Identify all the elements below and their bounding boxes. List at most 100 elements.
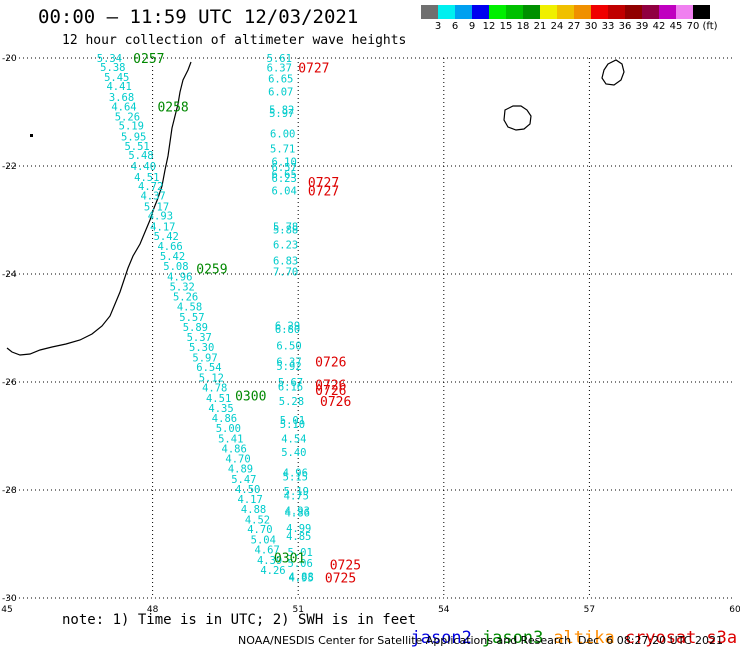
swh-value: 5.12 [199, 373, 224, 385]
swh-value: 5.78 [273, 221, 298, 233]
swh-value: 4.41 [106, 81, 131, 93]
swh-value: 5.10 [280, 419, 305, 431]
color-swatch [472, 5, 489, 19]
color-swatch [557, 5, 574, 19]
y-tick-label: -26 [2, 378, 17, 388]
swh-value: 6.29 [275, 320, 300, 332]
swh-value: 5.42 [160, 251, 185, 263]
color-scale-label: 39 [635, 21, 649, 32]
swh-value: 4.70 [225, 454, 250, 466]
swh-value: 5.97 [269, 108, 294, 120]
swh-value: 6.07 [268, 86, 293, 98]
pass-time-label: 0725 [330, 559, 361, 574]
swh-value: 5.41 [218, 434, 243, 446]
color-scale-label: 30 [584, 21, 598, 32]
pass-time-labels: 0257025802590300030107270727072707260726… [133, 52, 361, 586]
legend-altika: altika [553, 628, 615, 648]
swh-value: 4.70 [247, 524, 272, 536]
x-tick-label: 48 [147, 605, 159, 615]
axis-tick-labels: 45 48 51 54 57 60 -20 -22 -24 -26 -28 -30 [1, 54, 740, 615]
swh-value: 5.97 [192, 353, 217, 365]
swh-value: 6.37 [267, 63, 292, 75]
color-scale-label: 42 [652, 21, 666, 32]
color-swatch [574, 5, 591, 19]
swh-value: 5.38 [100, 62, 125, 74]
color-scale-label: (ft) [702, 21, 718, 32]
swh-value: 5.82 [269, 104, 294, 116]
color-scale-label: 12 [482, 21, 496, 32]
swh-value: 6.57 [272, 162, 297, 174]
madagascar-coastline [6, 61, 192, 356]
y-tick-label: -20 [2, 54, 17, 64]
color-scale-label: 15 [499, 21, 513, 32]
color-swatch [455, 5, 472, 19]
swh-value: 5.37 [187, 332, 212, 344]
swh-value: 4.86 [212, 413, 237, 425]
color-swatch [438, 5, 455, 19]
swh-value: 4.96 [283, 468, 308, 480]
swh-value: 6.83 [273, 256, 298, 268]
mauritius-island [601, 59, 625, 86]
swh-value: 6.00 [270, 129, 295, 141]
page-subtitle: 12 hour collection of altimeter wave hei… [62, 33, 407, 48]
color-scale-label: 24 [550, 21, 564, 32]
swh-value: 4.54 [281, 434, 306, 446]
swh-value: 4.88 [288, 571, 313, 583]
swh-value: 5.26 [173, 292, 198, 304]
swh-value: 5.42 [154, 231, 179, 243]
color-swatch [540, 5, 557, 19]
swh-value: 4.86 [222, 443, 247, 455]
wave-height-values: 5.345.385.454.413.684.645.265.195.955.51… [97, 53, 314, 584]
satellite-legend: jason2 jason3 altika cryosat s3a [390, 608, 740, 648]
color-swatch [642, 5, 659, 19]
pass-time-label: 0726 [315, 355, 346, 370]
swh-value: 5.28 [279, 396, 304, 408]
swh-value: 4.88 [241, 504, 266, 516]
swh-value: 4.26 [260, 565, 285, 577]
swh-value: 4.35 [208, 403, 233, 415]
pass-time-label: 0300 [235, 390, 266, 405]
swh-value: 4.93 [285, 506, 310, 518]
reunion-island [503, 105, 532, 131]
swh-value: 4.95 [288, 572, 313, 584]
swh-value: 6.80 [275, 324, 300, 336]
color-swatch [489, 5, 506, 19]
pass-time-label: 0258 [157, 101, 188, 116]
swh-value: 4.86 [285, 508, 310, 520]
swh-value: 4.39 [257, 555, 282, 567]
color-scale-label: 27 [567, 21, 581, 32]
swh-value: 4.67 [255, 544, 280, 556]
pass-time-label: 0725 [325, 571, 356, 586]
swh-value: 6.16 [278, 381, 303, 393]
color-swatch [591, 5, 608, 19]
swh-value: 5.00 [216, 423, 241, 435]
swh-value: 5.51 [124, 141, 149, 153]
swh-value: 6.23 [272, 173, 297, 185]
swh-value: 5.57 [179, 312, 204, 324]
color-scale-label: 6 [451, 21, 459, 32]
legend-jason2: jason2 [410, 628, 472, 648]
color-swatch [659, 5, 676, 19]
color-scale-label: 36 [618, 21, 632, 32]
pass-time-label: 0727 [298, 62, 329, 77]
swh-value: 4.89 [228, 463, 253, 475]
color-swatch [608, 5, 625, 19]
color-swatch [506, 5, 523, 19]
x-tick-label: 54 [438, 605, 450, 615]
swh-value: 4.40 [131, 161, 156, 173]
swh-value: 5.34 [97, 53, 122, 65]
swh-value: 5.95 [121, 131, 146, 143]
swh-value: 5.67 [278, 377, 303, 389]
swh-value: 6.54 [196, 362, 221, 374]
color-scale-label: 21 [533, 21, 547, 32]
x-tick-label: 60 [729, 605, 740, 615]
swh-value: 5.15 [283, 472, 308, 484]
color-swatch [421, 5, 438, 19]
swh-value: 4.50 [235, 484, 260, 496]
legend-jason3: jason3 [481, 628, 544, 648]
pass-time-label: 0301 [274, 552, 305, 567]
color-scale-label: 9 [468, 21, 476, 32]
color-swatch [676, 5, 693, 19]
x-tick-label: 57 [584, 605, 595, 615]
credit-line: NOAA/NESDIS Center for Satellite Applica… [238, 634, 572, 647]
